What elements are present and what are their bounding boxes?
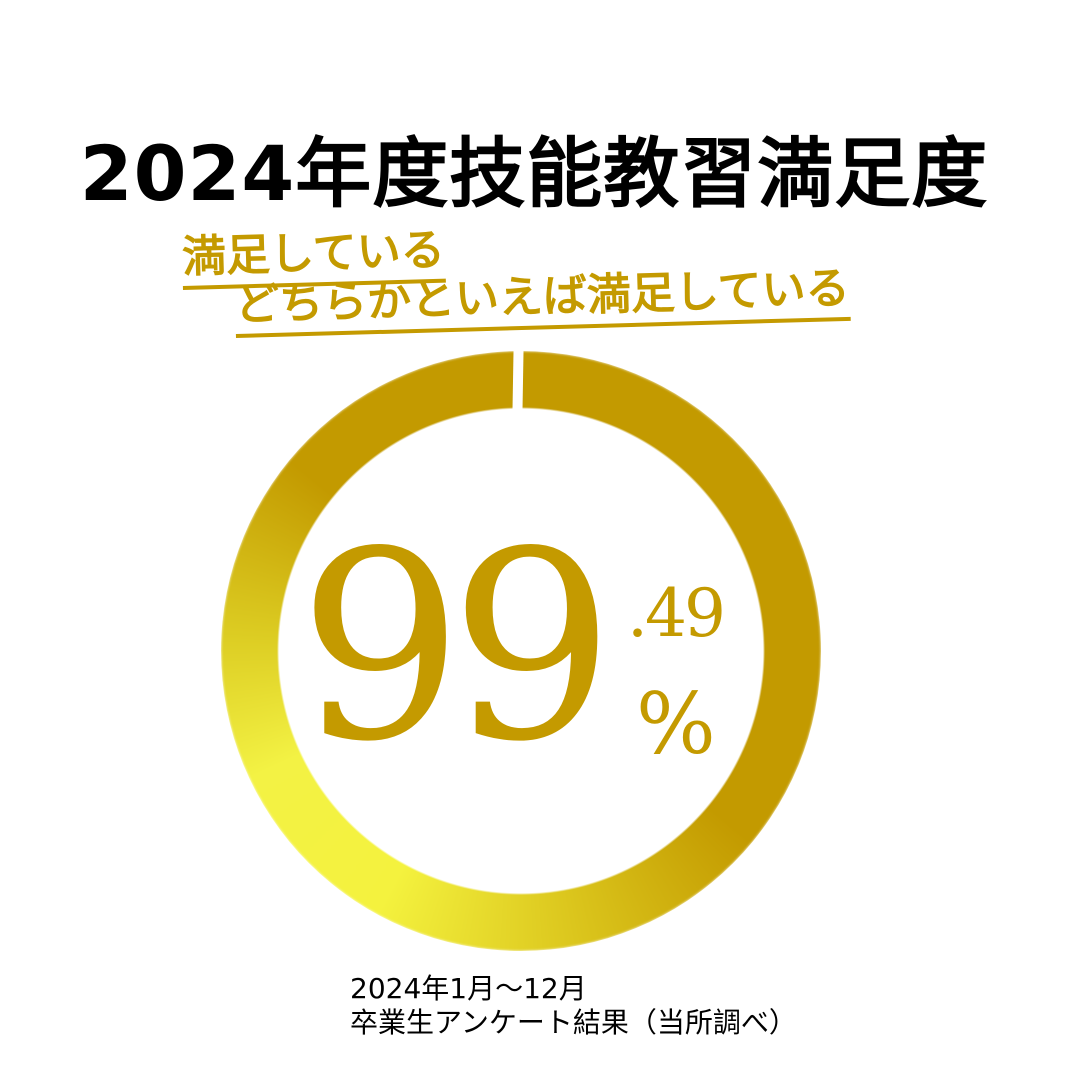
percent-decimal: .49: [627, 575, 726, 652]
gauge-ring: [221, 351, 821, 951]
percent-integer: 99: [298, 497, 615, 799]
footnote: 2024年1月〜12月 卒業生アンケート結果（当所調べ）: [350, 972, 797, 1040]
gauge-gap: [512, 345, 524, 417]
survey-source: 卒業生アンケート結果（当所調べ）: [350, 1006, 797, 1039]
page-title: 2024年度技能教習満足度: [79, 129, 989, 218]
survey-period: 2024年1月〜12月: [350, 972, 587, 1005]
percent-sign: %: [636, 675, 716, 773]
